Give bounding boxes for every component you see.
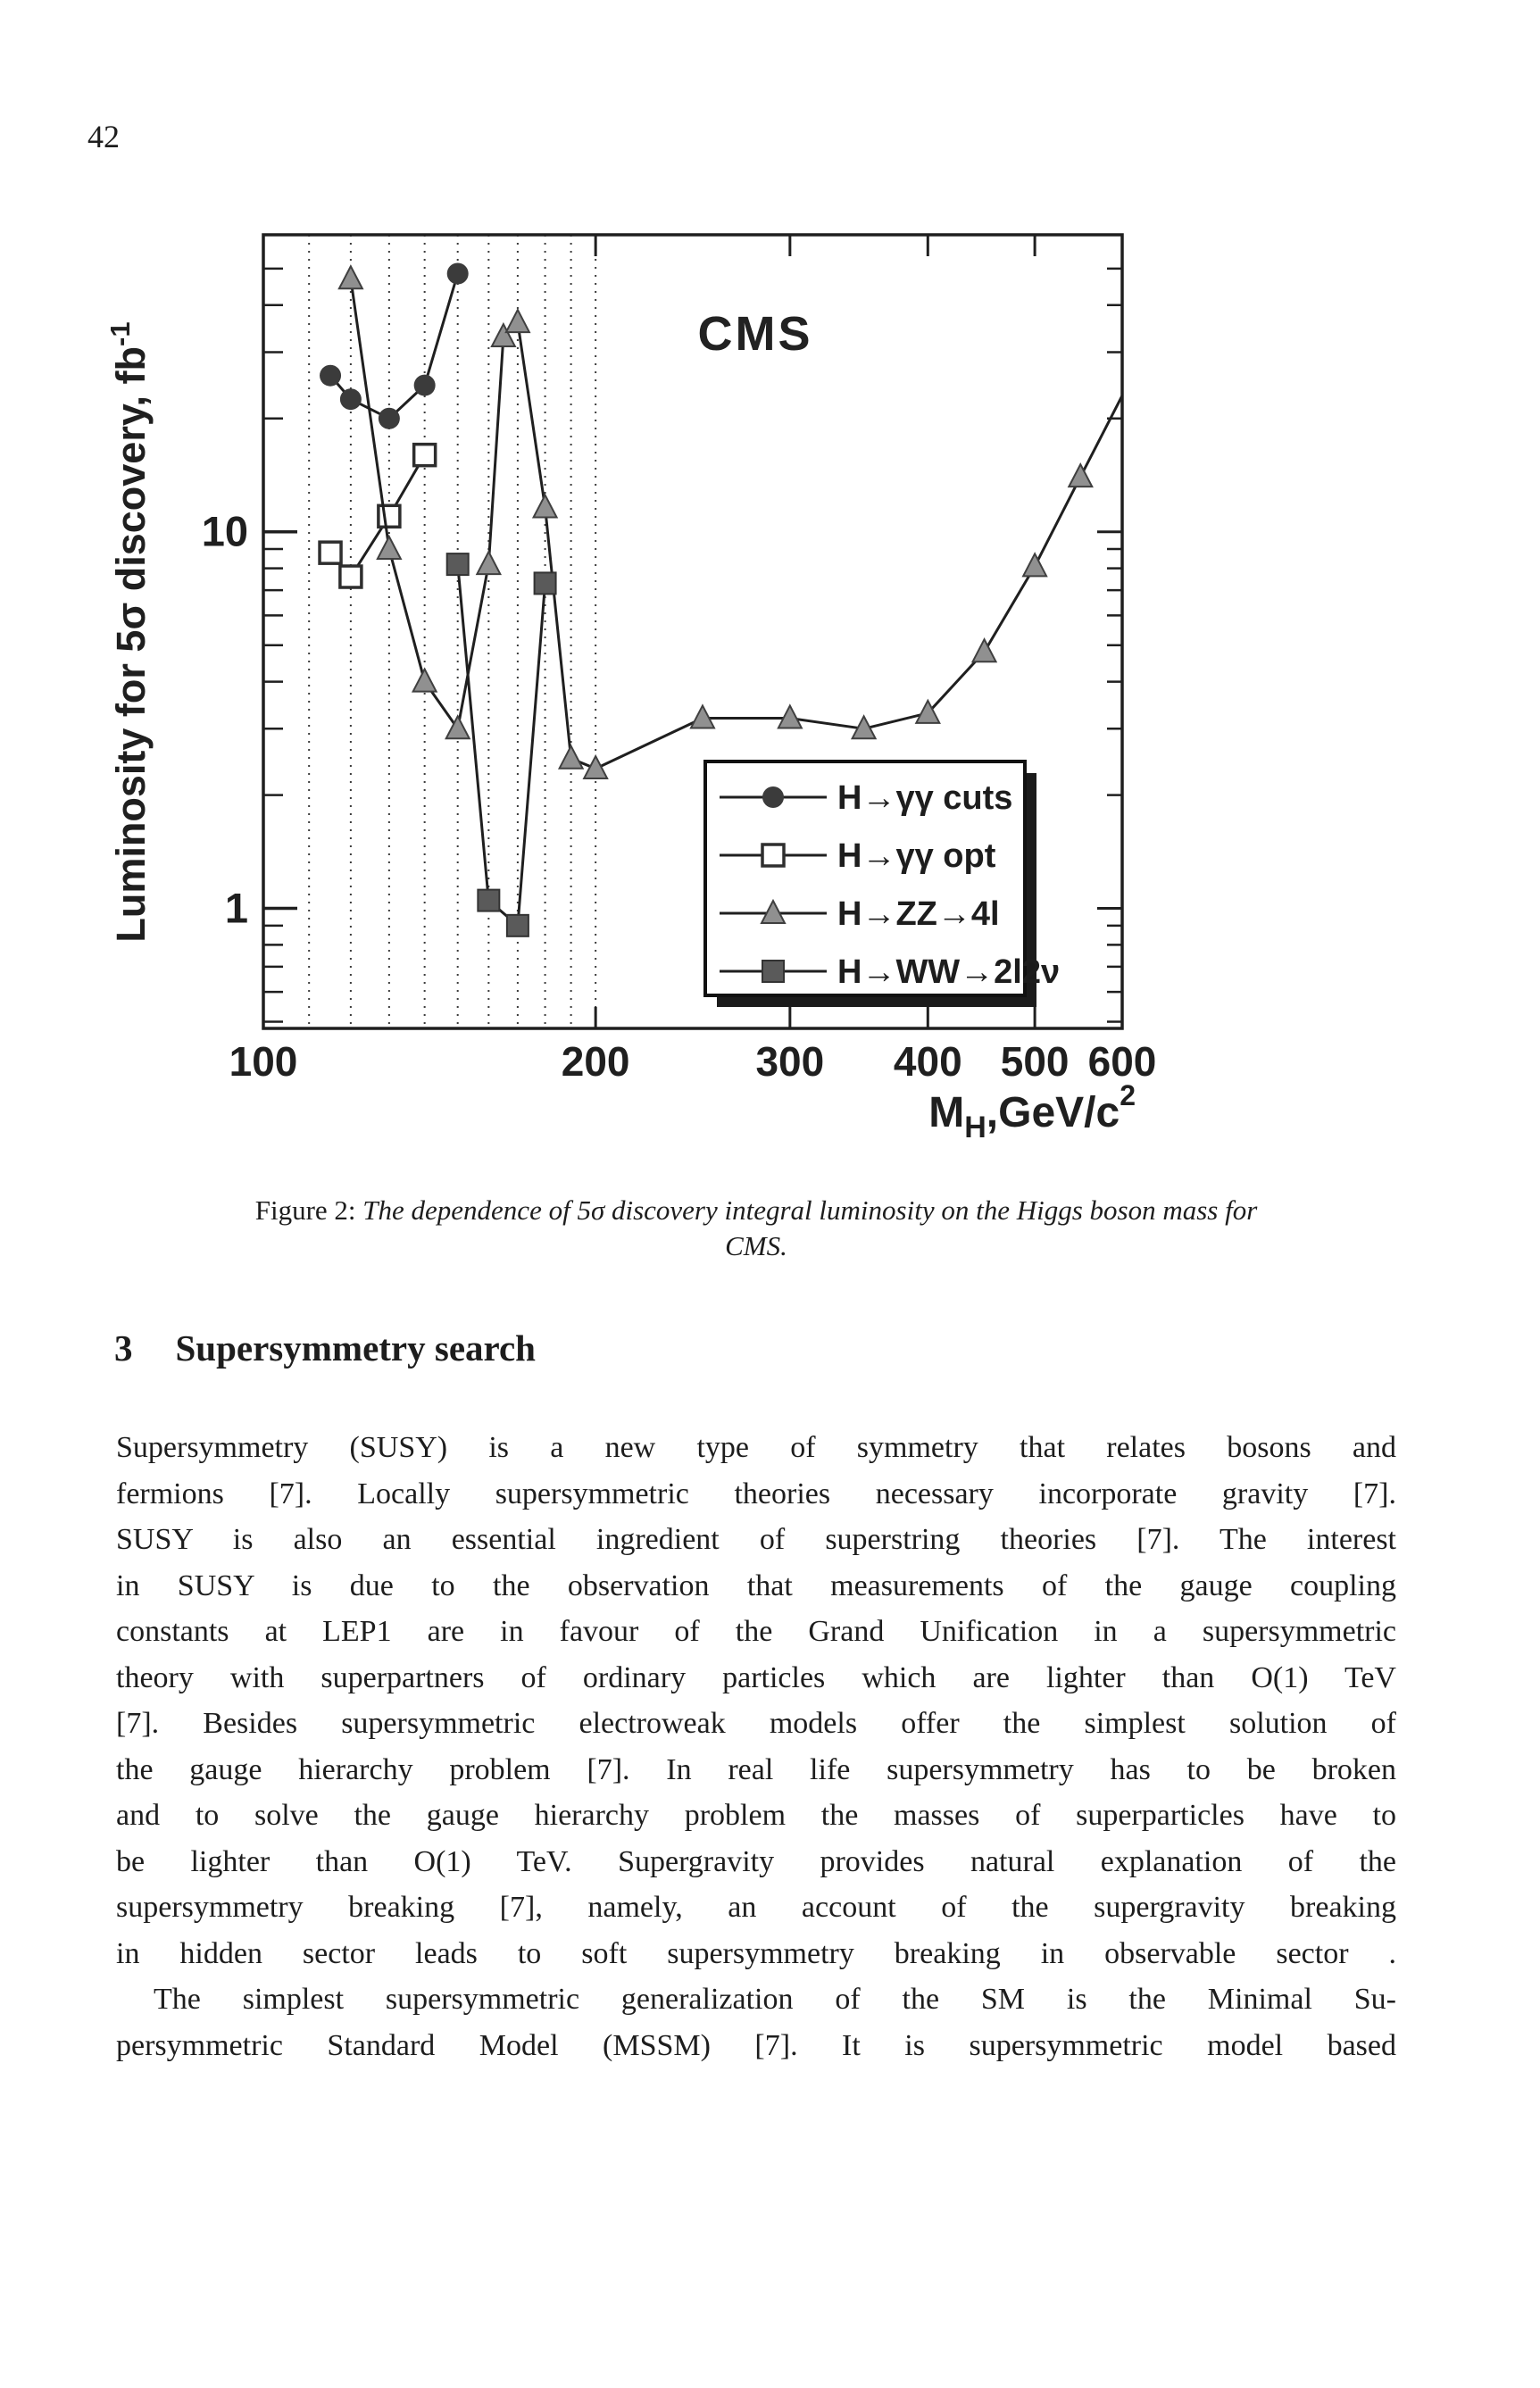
hzz-4l-legend-marker <box>760 898 787 924</box>
section-heading: 3 Supersymmetry search <box>114 1327 536 1369</box>
hgg-cuts-marker <box>413 374 436 396</box>
body-line: fermions [7]. Locally supersymmetric the… <box>116 1477 1396 1510</box>
caption-text: The dependence of 5σ discovery integral … <box>362 1194 1258 1226</box>
hww-2l2nu-marker <box>477 888 501 912</box>
hww-2l2nu-marker <box>445 553 470 577</box>
legend-label: H→ZZ→4l <box>837 895 1000 933</box>
caption-line-2: CMS. <box>725 1230 787 1261</box>
figure-caption: Figure 2: The dependence of 5σ discovery… <box>116 1193 1396 1264</box>
body-line: persymmetric Standard Model (MSSM) [7]. … <box>116 2028 1396 2062</box>
legend-item: H→WW→2l2ν <box>720 953 1060 991</box>
series-hww-2l2nu <box>445 553 557 937</box>
hgg-opt-marker <box>338 564 363 589</box>
hzz-4l-marker <box>914 698 941 724</box>
hgg-opt-legend-marker <box>761 843 786 868</box>
legend-box <box>703 760 1027 997</box>
x-tick-label: 300 <box>755 1038 824 1085</box>
series-hgg-cuts <box>320 262 469 429</box>
hzz-4l-marker <box>337 264 364 290</box>
hww-2l2nu-marker <box>505 913 529 937</box>
hzz-4l-marker <box>1067 462 1094 488</box>
y-tick-label: 10 <box>202 508 248 555</box>
hzz-4l-marker <box>376 534 403 561</box>
body-line: constants at LEP1 are in favour of the G… <box>116 1615 1396 1648</box>
body-line: The simplest supersymmetric generalizati… <box>154 1983 1396 2016</box>
legend-label: H→γγ opt <box>837 837 996 875</box>
legend: H→γγ cuts H→γγ opt H→ZZ→4l H→WW→2l2ν <box>703 760 1060 1007</box>
x-tick-label: 500 <box>1001 1038 1070 1085</box>
caption-label: Figure 2: <box>254 1194 356 1226</box>
hgg-cuts-marker <box>339 388 362 411</box>
legend-label: H→WW→2l2ν <box>837 953 1060 991</box>
body-line: and to solve the gauge hierarchy problem… <box>116 1799 1396 1832</box>
hww-2l2nu-legend-marker <box>762 960 785 983</box>
hgg-opt-marker <box>377 503 402 529</box>
body-line: in SUSY is due to the observation that m… <box>116 1568 1396 1602</box>
body-line: SUSY is also an essential ingredient of … <box>116 1523 1396 1556</box>
hzz-4l-marker <box>475 549 502 576</box>
hzz-4l-marker <box>445 714 471 740</box>
body-line: supersymmetry breaking [7], namely, an a… <box>116 1891 1396 1924</box>
body-line: in hidden sector leads to soft supersymm… <box>116 1936 1396 1970</box>
hgg-cuts-marker <box>378 407 400 429</box>
hgg-cuts-marker <box>320 364 342 387</box>
series-hzz-4l <box>337 264 1124 780</box>
hzz-4l-marker <box>850 714 878 740</box>
body-line: the gauge hierarchy problem [7]. In real… <box>116 1752 1396 1786</box>
body-line: theory with superpartners of ordinary pa… <box>116 1660 1396 1694</box>
section-title: Supersymmetry search <box>175 1327 536 1369</box>
y-axis-label: Luminosity for 5σ discovery, fb-1 <box>104 321 154 942</box>
hzz-4l-marker <box>531 493 559 519</box>
chart-title-cms: CMS <box>698 307 813 361</box>
legend-item: H→γγ cuts <box>720 779 1012 817</box>
hzz-4l-marker <box>412 667 438 693</box>
legend-label: H→γγ cuts <box>837 779 1012 817</box>
higgs-luminosity-chart: 100 200 300 400 500 600 1 10 MH,GeV/c2 Luminosity… <box>104 233 1157 1144</box>
series-hgg-opt <box>318 442 437 589</box>
y-tick-label: 1 <box>225 885 248 932</box>
hzz-4l-marker <box>490 321 517 348</box>
hzz-4l-marker <box>777 703 803 729</box>
hzz-4l-marker <box>504 307 531 334</box>
x-tick-label: 200 <box>562 1038 630 1085</box>
hzz-4l-marker <box>557 744 585 770</box>
series-hww-2l2nu-line <box>456 563 547 928</box>
hgg-cuts-legend-marker <box>762 786 784 808</box>
chart-frame <box>262 233 1124 1030</box>
legend-item: H→ZZ→4l <box>720 895 1000 933</box>
x-tick-label: 600 <box>1088 1038 1157 1085</box>
hgg-opt-marker <box>318 540 343 565</box>
hzz-4l-marker <box>970 637 998 663</box>
hzz-4l-marker <box>582 753 609 780</box>
series-hzz-4l-line <box>349 279 1124 770</box>
body-line: Supersymmetry (SUSY) is a new type of sy… <box>116 1431 1396 1464</box>
legend-item: H→γγ opt <box>720 837 996 875</box>
page-number: 42 <box>87 119 120 154</box>
x-tick-label: 100 <box>229 1038 298 1085</box>
section-number: 3 <box>114 1327 133 1369</box>
x-axis-label: MH,GeV/c2 <box>928 1079 1136 1144</box>
hzz-4l-marker <box>689 703 716 729</box>
hgg-cuts-marker <box>446 262 469 285</box>
caption-line-1: Figure 2: The dependence of 5σ discovery… <box>116 1193 1396 1228</box>
body-line: [7]. Besides supersymmetric electroweak … <box>116 1707 1396 1740</box>
hgg-opt-marker <box>412 442 437 468</box>
body-line: be lighter than O(1) TeV. Supergravity p… <box>116 1844 1396 1878</box>
hzz-4l-marker <box>1021 552 1048 578</box>
hww-2l2nu-marker <box>533 571 557 595</box>
body-paragraph: Supersymmetry (SUSY) is a new type of sy… <box>116 1425 1396 2068</box>
x-tick-label: 400 <box>894 1038 962 1085</box>
